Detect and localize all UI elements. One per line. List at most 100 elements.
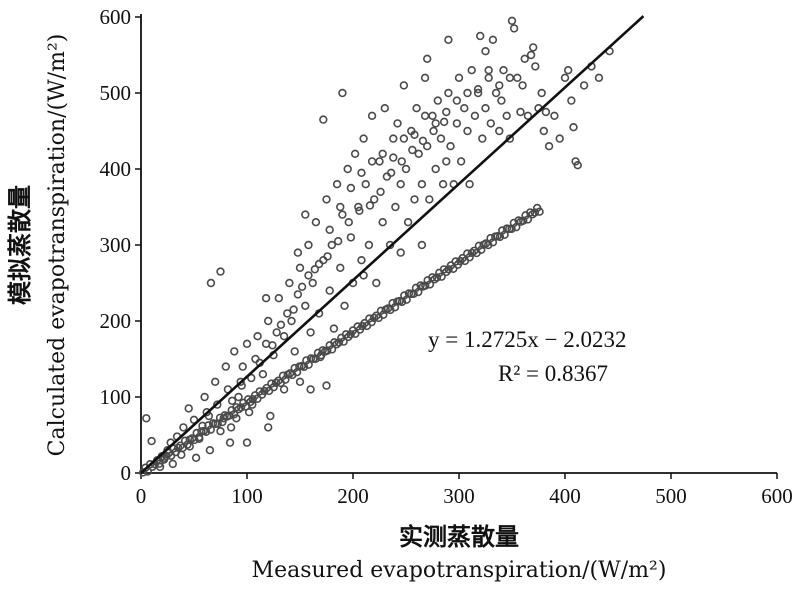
scatter-point [200, 392, 209, 402]
scatter-point [507, 16, 517, 25]
scatter-point [350, 149, 360, 159]
band-point [437, 272, 446, 281]
y-ticks: 0 100 200 300 400 500 600 [100, 5, 141, 485]
scatter-point [238, 362, 247, 371]
x-tick-label: 500 [655, 484, 687, 508]
scatter-point [528, 43, 538, 52]
scatter-point [253, 332, 262, 341]
scatter-point [272, 328, 281, 337]
scatter-point [227, 396, 237, 405]
scatter-point [276, 320, 286, 329]
band-point [530, 208, 540, 217]
scatter-point [399, 134, 409, 143]
scatter-point [488, 35, 498, 44]
scatter-point [327, 240, 336, 250]
scatter-point [261, 294, 271, 303]
scatter-point [354, 202, 363, 212]
scatter-point [539, 126, 548, 136]
scatter-point [442, 107, 451, 117]
scatter-point [428, 111, 437, 121]
scatter-point [311, 218, 321, 227]
scatter-point [357, 256, 366, 265]
band-point [229, 410, 239, 419]
scatter-point [465, 180, 474, 189]
y-tick-label: 600 [100, 5, 132, 29]
scatter-point [505, 73, 515, 83]
scatter-point [367, 157, 377, 166]
scatter-point [573, 161, 582, 170]
scatter-point [279, 332, 289, 341]
scatter-point [336, 202, 345, 212]
scatter-point [555, 134, 564, 143]
band-point [465, 253, 474, 262]
band-point [173, 443, 183, 453]
scatter-point [463, 88, 472, 98]
x-tick-label: 100 [231, 484, 263, 508]
scatter-point [486, 119, 495, 128]
scatter-point [433, 96, 442, 105]
scatter-point [476, 31, 485, 41]
scatter-point [365, 201, 375, 210]
scatter-point [375, 157, 384, 166]
band-point [432, 273, 442, 282]
scatter-point [251, 354, 260, 364]
scatter-point [396, 180, 405, 189]
scatter-point [389, 134, 398, 143]
scatter-point [323, 252, 332, 261]
scatter-point [142, 414, 151, 423]
scatter-point [367, 111, 377, 121]
scatter-point [401, 164, 411, 174]
band-point [253, 394, 262, 403]
scatter-point [301, 301, 310, 310]
scatter-point [225, 438, 235, 447]
scatter-point [304, 271, 313, 280]
regression-line [140, 15, 645, 474]
scatter-point [425, 195, 434, 204]
y-axis-title-cn: 模拟蒸散量 [5, 185, 34, 305]
band-point [334, 338, 344, 347]
scatter-point [308, 278, 317, 288]
x-tick-label: 600 [761, 484, 793, 508]
scatter-point [340, 301, 349, 310]
scatter-point [505, 134, 515, 143]
scatter-point [442, 157, 451, 166]
scatter-point [221, 362, 231, 371]
scatter-point [322, 381, 331, 390]
scatter-point [410, 130, 419, 140]
scatter-point [329, 324, 339, 333]
y-tick-label: 300 [100, 233, 132, 257]
scatter-point [396, 248, 405, 257]
scatter-point [391, 202, 400, 212]
band-point [269, 382, 278, 392]
scatter-point [332, 180, 342, 189]
scatter-point [310, 265, 320, 274]
scatter-point [293, 248, 303, 257]
scatter-point [523, 111, 533, 121]
scatter-point [456, 157, 466, 166]
y-tick-label: 400 [100, 157, 132, 181]
scatter-point [211, 377, 220, 386]
band-point [138, 468, 148, 477]
scatter-point [502, 111, 511, 121]
scatter-point [412, 103, 421, 113]
linear-band-points [138, 203, 544, 477]
scatter-point [560, 73, 570, 83]
band-point [523, 215, 533, 224]
scatter-point [429, 126, 438, 136]
scatter-point [417, 240, 427, 250]
scatter-point [569, 122, 578, 132]
scatter-point [343, 164, 352, 174]
scatter-point [372, 278, 381, 288]
scatter-point [336, 263, 345, 272]
scatter-point [289, 305, 298, 314]
x-ticks: 0 100 200 300 400 500 600 [136, 473, 793, 508]
equation-label: y = 1.2725x − 2.0232 [428, 327, 626, 352]
scatter-point [213, 400, 222, 409]
scatter-point [355, 206, 364, 216]
scatter-point [516, 107, 525, 117]
scatter-point [484, 73, 493, 83]
scatter-point [473, 84, 483, 94]
scatter-point [314, 259, 324, 269]
scatter-point [179, 423, 188, 432]
scatter-point [420, 73, 430, 83]
